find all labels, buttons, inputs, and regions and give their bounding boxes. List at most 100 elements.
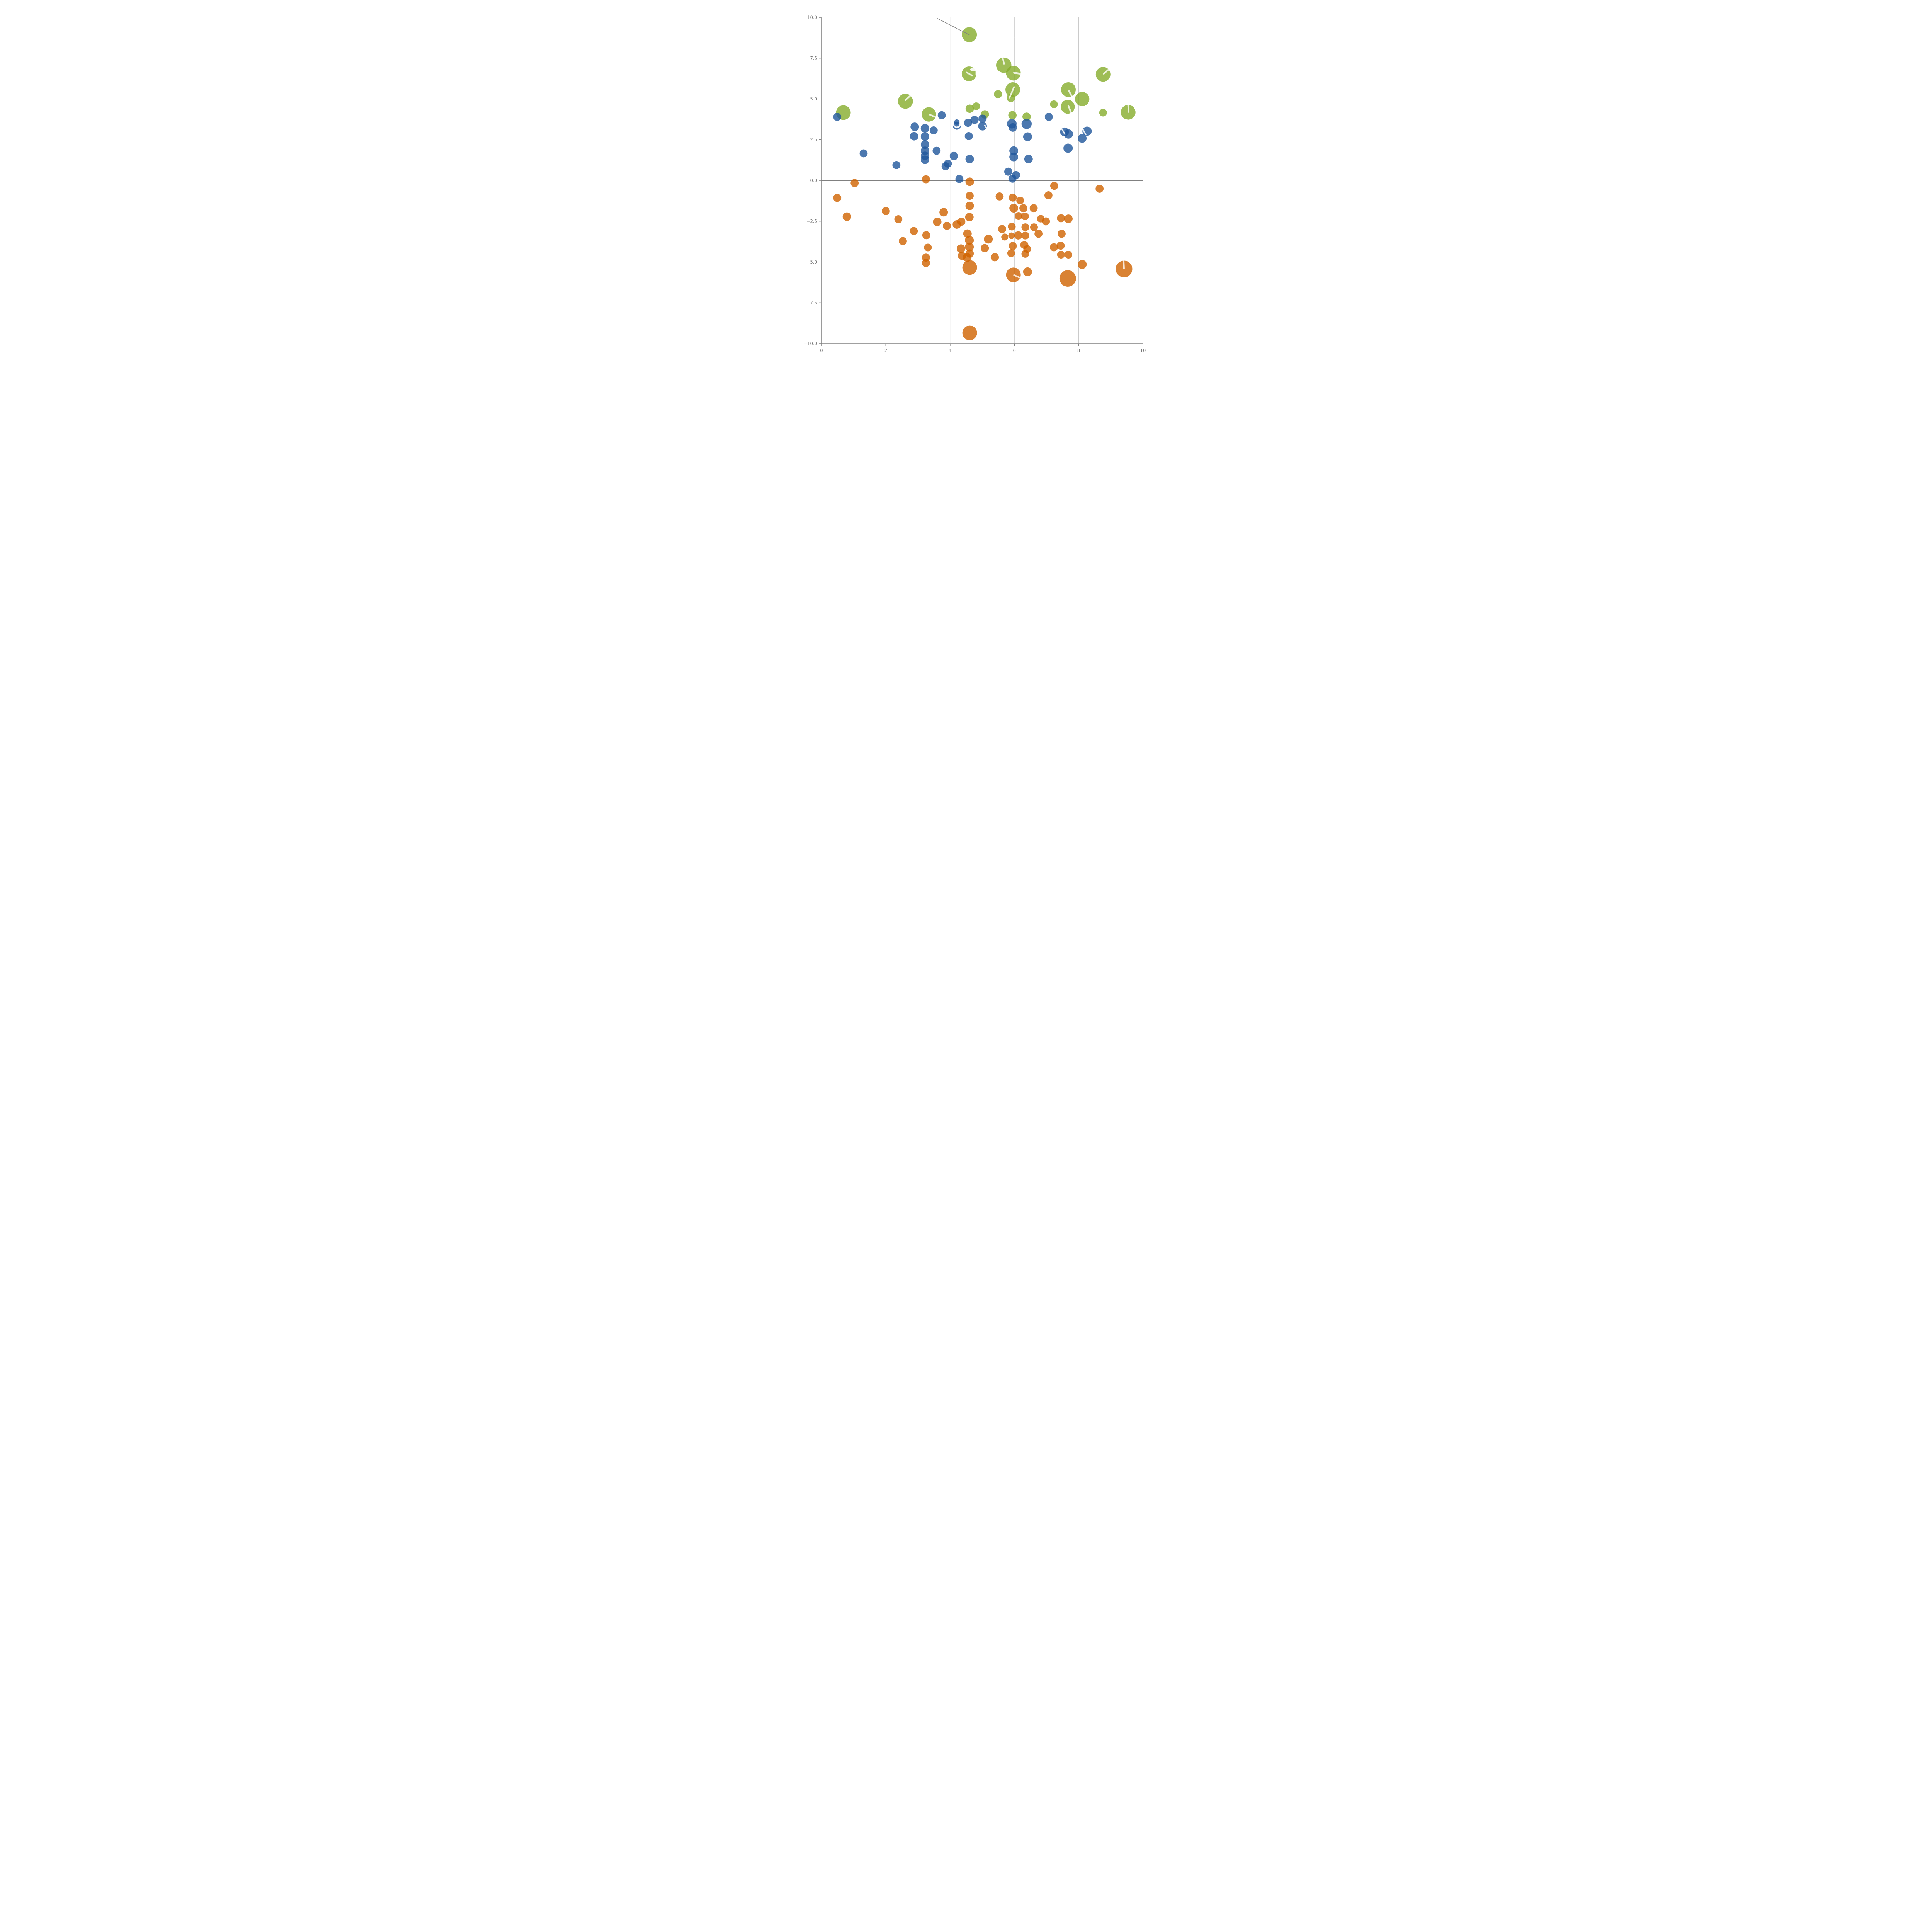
bubble-orange-32 bbox=[990, 253, 999, 262]
bubble-blue-24 bbox=[955, 175, 964, 183]
bubble-orange-53 bbox=[1021, 250, 1029, 258]
white-mark-17 bbox=[1014, 37, 1019, 39]
bubble-blue-15 bbox=[964, 119, 972, 127]
bubble-blue-35 bbox=[1044, 113, 1053, 121]
bubble-blue-19 bbox=[964, 132, 973, 140]
bubble-blue-34 bbox=[1024, 155, 1033, 163]
bubble-blue-11 bbox=[929, 126, 938, 134]
bubble-orange-67 bbox=[1057, 251, 1065, 259]
bubble-orange-55 bbox=[1023, 267, 1032, 276]
bubble-orange-21 bbox=[963, 229, 972, 238]
white-mark-2 bbox=[966, 71, 973, 77]
bubble-orange-16 bbox=[957, 218, 966, 226]
bubble-orange-70 bbox=[1059, 270, 1076, 287]
x-tick-label: 4 bbox=[949, 348, 951, 353]
bubble-green-10 bbox=[965, 104, 974, 113]
white-mark-1 bbox=[929, 114, 936, 118]
bubble-orange-37 bbox=[1019, 204, 1027, 213]
bubble-orange-23 bbox=[965, 242, 974, 252]
bubble-scatter-chart: 10.0 7.5 5.0 2.5 0.0 −2.5 −5.0 −7.5 −10.00 2 4 6 8 10 bbox=[803, 15, 1146, 353]
white-mark-14 bbox=[1061, 128, 1066, 135]
white-mark-16 bbox=[984, 124, 987, 129]
y-tick-label: −2.5 bbox=[806, 219, 817, 224]
bubble-blue-13 bbox=[937, 111, 946, 119]
bubble-blue-29 bbox=[1004, 167, 1012, 176]
bubble-orange-48 bbox=[1021, 212, 1029, 220]
bubble-green-11 bbox=[972, 102, 980, 110]
bubble-orange-28 bbox=[962, 260, 977, 275]
bubble-orange-42 bbox=[1008, 232, 1015, 239]
bubble-orange-12 bbox=[939, 208, 948, 217]
bubble-orange-13 bbox=[933, 218, 942, 226]
x-tick-label: 8 bbox=[1077, 348, 1080, 353]
y-tick-label: −5.0 bbox=[806, 259, 817, 265]
bubble-orange-64 bbox=[1034, 230, 1043, 238]
bubble-orange-41 bbox=[1001, 233, 1009, 241]
bubble-orange-27 bbox=[957, 244, 966, 253]
bubble-orange-31 bbox=[984, 235, 993, 244]
bubble-orange-45 bbox=[1030, 223, 1038, 231]
bubble-orange-56 bbox=[1050, 182, 1058, 190]
bubble-blue-37 bbox=[1063, 129, 1073, 139]
y-tick-label: 10.0 bbox=[807, 15, 817, 20]
bubble-orange-46 bbox=[1021, 231, 1029, 240]
bubble-orange-8 bbox=[922, 231, 930, 240]
bubble-green-14 bbox=[1022, 112, 1031, 121]
annotation-line bbox=[937, 18, 970, 35]
bubble-orange-62 bbox=[1064, 214, 1073, 223]
white-mark-6 bbox=[1013, 72, 1022, 75]
bubble-blue-21 bbox=[949, 151, 958, 160]
x-tick-label: 6 bbox=[1013, 348, 1016, 353]
bubble-green-16 bbox=[1061, 82, 1076, 97]
y-tick-label: 7.5 bbox=[810, 56, 817, 61]
bubble-blue-38 bbox=[1063, 143, 1073, 153]
bubble-orange-33 bbox=[995, 192, 1004, 201]
bubble-orange-60 bbox=[1042, 217, 1050, 226]
bubble-orange-7 bbox=[922, 175, 930, 184]
bubble-green-17 bbox=[1075, 92, 1090, 107]
bubble-orange-49 bbox=[1009, 242, 1017, 250]
bubble-blue-3 bbox=[910, 122, 919, 131]
bubble-orange-39 bbox=[998, 225, 1006, 233]
bubble-blue-10 bbox=[920, 155, 929, 164]
bubble-orange-18 bbox=[966, 192, 974, 200]
figure-canvas: 10.0 7.5 5.0 2.5 0.0 −2.5 −5.0 −7.5 −10.0 0 2 4 6 8 10 bbox=[773, 0, 1159, 386]
bubble-blue-28 bbox=[1009, 152, 1018, 162]
white-mark-9 bbox=[1068, 90, 1073, 97]
bubble-orange-35 bbox=[1016, 196, 1024, 204]
bubble-orange-2 bbox=[842, 212, 851, 221]
bubble-green-18 bbox=[1061, 100, 1075, 114]
bubble-orange-68 bbox=[1064, 251, 1072, 259]
bubble-blue-40 bbox=[1078, 134, 1087, 143]
bubble-orange-47 bbox=[1015, 212, 1023, 220]
bubble-orange-0 bbox=[850, 179, 859, 187]
bubble-orange-43 bbox=[1014, 231, 1022, 240]
bubble-blue-23 bbox=[941, 162, 950, 170]
bubble-orange-19 bbox=[965, 201, 974, 210]
bubble-blue-2 bbox=[892, 161, 901, 169]
bubble-green-13 bbox=[1008, 111, 1017, 119]
bubble-green-15 bbox=[1050, 100, 1058, 108]
bubble-blue-17 bbox=[978, 114, 987, 123]
white-mark-15 bbox=[1082, 129, 1087, 135]
bubble-orange-44 bbox=[1021, 223, 1029, 231]
bubble-blue-26 bbox=[1007, 119, 1017, 129]
bubble-orange-14 bbox=[943, 221, 951, 230]
white-mark-10 bbox=[1067, 105, 1072, 113]
bubble-orange-22 bbox=[965, 236, 974, 245]
bubble-orange-63 bbox=[1058, 230, 1066, 238]
y-tick-label: 2.5 bbox=[810, 137, 817, 143]
bubble-orange-69 bbox=[1078, 260, 1087, 269]
bubble-blue-20 bbox=[965, 155, 974, 163]
y-tick-label: −7.5 bbox=[806, 300, 817, 306]
bubble-orange-65 bbox=[1050, 243, 1058, 252]
bubble-orange-40 bbox=[1008, 223, 1016, 231]
bubble-orange-58 bbox=[1095, 185, 1104, 193]
x-tick-label: 0 bbox=[820, 348, 823, 353]
bubbles-group bbox=[833, 27, 1136, 340]
white-mark-5 bbox=[1002, 58, 1005, 65]
bubble-orange-36 bbox=[1009, 204, 1018, 213]
bubble-orange-5 bbox=[899, 237, 907, 245]
bubble-orange-66 bbox=[1056, 242, 1065, 250]
white-mark-0 bbox=[905, 95, 912, 101]
